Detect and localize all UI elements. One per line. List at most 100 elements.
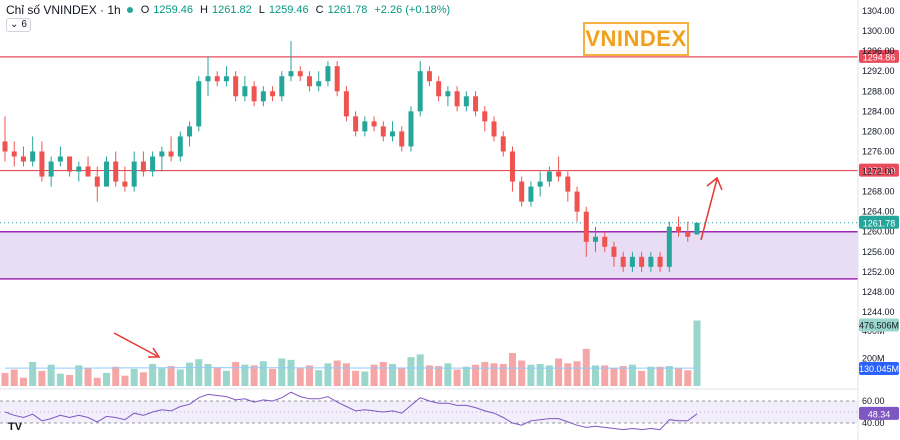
candle [140, 151, 146, 177]
volume-bar [508, 353, 516, 386]
candle-body [583, 211, 589, 242]
candle-body [205, 76, 211, 82]
candle-body [168, 151, 174, 157]
volume-bar [407, 357, 415, 386]
high-value: 1261.82 [211, 4, 252, 16]
vnindex-watermark: VNINDEX [583, 22, 689, 56]
tradingview-logo-icon[interactable]: TV [8, 421, 23, 433]
volume-bar [112, 366, 120, 386]
candle [306, 71, 312, 92]
volume-bar [158, 368, 166, 386]
candle-body [676, 226, 682, 232]
volume-bar [555, 358, 563, 386]
volume-bar [416, 354, 424, 386]
volume-bar [518, 360, 526, 386]
candle [528, 181, 534, 207]
volume-bar [389, 364, 397, 386]
volume-bar [250, 365, 258, 386]
candle [270, 86, 276, 102]
candle-body [546, 171, 552, 182]
candle [685, 221, 691, 242]
market-status-dot [126, 7, 133, 13]
volume-bar [628, 364, 636, 386]
volume-bar [536, 364, 544, 386]
price-tick-label: 1288.00 [862, 86, 895, 96]
candle-body [556, 171, 562, 177]
volume-bar [592, 365, 600, 386]
candle-body [380, 126, 386, 137]
candle [556, 156, 562, 182]
volume-bar [204, 364, 212, 386]
resistance-upper-label-bg [859, 49, 899, 63]
volume-bar [352, 370, 360, 386]
candle-body [196, 81, 202, 127]
resistance-lower-label-bg [859, 163, 899, 177]
candle [205, 56, 211, 97]
candle-body [620, 256, 626, 267]
candle [371, 116, 377, 132]
candle [417, 61, 423, 117]
candle-body [408, 111, 414, 147]
candle-body [334, 66, 340, 92]
candle [676, 216, 682, 237]
candle [150, 151, 156, 177]
candle-body [297, 71, 303, 77]
volume-bar [499, 364, 507, 386]
candle [187, 121, 193, 147]
candle-body [140, 161, 146, 172]
candle [574, 186, 580, 222]
volume-arrow-line [113, 332, 158, 357]
candle [583, 206, 589, 257]
candle [436, 76, 442, 102]
low-label: L [258, 4, 265, 16]
volume-bar [361, 371, 369, 386]
rsi-tick-label: 60.00 [862, 396, 885, 406]
candle-body [537, 181, 543, 187]
candle-body [288, 71, 294, 77]
symbol-title[interactable]: Chỉ số VNINDEX · 1h [6, 3, 121, 17]
candle [473, 91, 479, 117]
price-tick-label: 1252.00 [862, 267, 895, 277]
volume-bar [425, 365, 433, 386]
candle-body [629, 256, 635, 267]
candle [334, 61, 340, 97]
candle [694, 222, 700, 235]
volume-bar [278, 358, 286, 386]
volume-bar [121, 375, 129, 386]
candle [214, 71, 220, 87]
candle [546, 166, 552, 187]
candle-body [325, 66, 331, 82]
price-tick-label: 1300.00 [862, 26, 895, 36]
price-tick-label: 1244.00 [862, 307, 895, 317]
candle-body [103, 161, 109, 187]
volume-bar [665, 366, 673, 386]
volume-bar [315, 370, 323, 386]
candle [593, 226, 599, 252]
candle [196, 76, 202, 132]
volume-bar [342, 363, 350, 386]
volume-bar [56, 373, 64, 386]
rsi-tick-label: 40.00 [862, 418, 885, 428]
volume-bar [167, 366, 175, 386]
candle-body [11, 151, 17, 157]
volume-last-label-bg [859, 318, 899, 332]
volume-bar [453, 369, 461, 386]
volume-bar [84, 368, 92, 386]
candle-body [436, 81, 442, 97]
candle-body [463, 96, 469, 107]
volume-bar [10, 369, 18, 386]
candle [233, 71, 239, 102]
candle-body [602, 236, 608, 247]
candle [565, 171, 571, 202]
volume-bar [481, 361, 489, 386]
candlestick-series [2, 41, 700, 272]
candle [537, 171, 543, 197]
candle [67, 156, 73, 177]
volume-bar [93, 377, 101, 386]
indicators-toggle[interactable]: ⌄ 6 [6, 18, 31, 32]
candle [48, 156, 54, 187]
candle-body [187, 126, 193, 137]
